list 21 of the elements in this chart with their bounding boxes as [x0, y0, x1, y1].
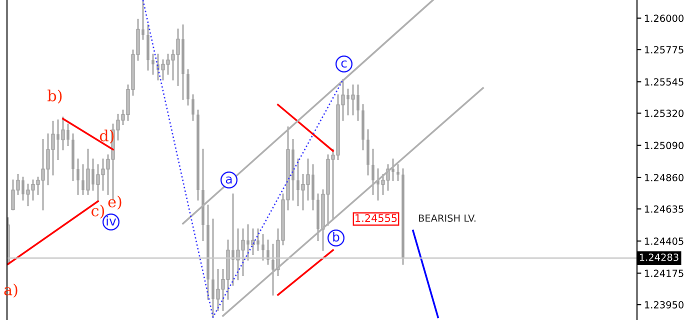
y-tick-label: 1.23950: [645, 301, 684, 308]
annotation: a: [226, 176, 232, 184]
annotation: BEARISH LV.: [418, 214, 476, 222]
annotation: e): [108, 196, 122, 210]
ref-line-label: 1.24283: [640, 254, 678, 261]
y-tick-label: 1.26000: [645, 14, 684, 22]
annotation: b: [333, 232, 340, 242]
y-tick-label: 1.25775: [645, 46, 684, 54]
annotation: b): [48, 90, 62, 104]
y-tick-label: 1.25320: [645, 110, 684, 118]
annotation: c: [341, 60, 347, 68]
annotation: 1.24555: [356, 214, 397, 222]
y-tick-label: 1.25545: [645, 78, 684, 86]
y-tick-label: 1.24635: [645, 205, 684, 213]
annotation: d): [100, 130, 114, 144]
y-tick-label: 1.24405: [645, 238, 684, 245]
y-tick-label: 1.24860: [645, 174, 684, 182]
annotation: iv: [106, 216, 116, 226]
y-tick-label: 1.25090: [645, 142, 684, 150]
annotation: c): [92, 204, 104, 219]
y-tick-label: 1.24175: [645, 270, 684, 278]
